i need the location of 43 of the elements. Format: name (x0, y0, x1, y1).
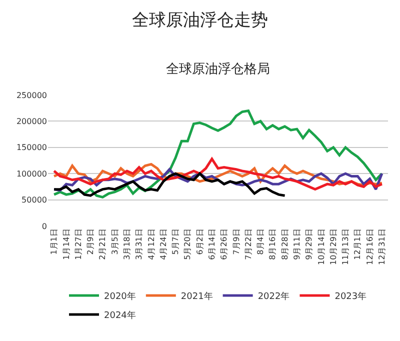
x-tick-label: 3月18日 (122, 228, 132, 260)
x-tick-label: 4月12日 (146, 228, 156, 260)
y-tick-label: 200000 (16, 117, 47, 126)
x-tick-label: 12月31日 (378, 228, 387, 265)
x-tick-label: 9月11日 (292, 228, 302, 260)
x-tick-label: 1月27日 (74, 228, 83, 260)
line-series (52, 172, 286, 197)
x-tick-label: 10月14日 (316, 228, 326, 265)
x-tick-label: 5月20日 (183, 228, 192, 260)
x-tick-label: 2月9日 (86, 228, 96, 255)
x-tick-label: 1月14日 (62, 228, 71, 260)
legend-label: 2022年 (258, 291, 290, 302)
x-tick-label: 7月9日 (232, 228, 241, 255)
x-tick-label: 6月14日 (208, 228, 217, 260)
x-tick-label: 3月31日 (134, 228, 144, 260)
x-tick-label: 11月13日 (341, 228, 350, 265)
x-tick-label: 8月28日 (280, 228, 290, 260)
y-tick-label: 150000 (16, 143, 47, 152)
x-tick-label: 6月2日 (195, 228, 204, 255)
x-tick-label: 10月29日 (328, 228, 338, 265)
x-tick-label: 7月22日 (244, 228, 253, 260)
line-series (52, 158, 384, 191)
x-tick-label: 12月1日 (353, 228, 362, 260)
legend-label: 2020年 (104, 291, 136, 302)
x-tick-label: 9月29日 (304, 228, 314, 260)
x-tick-label: 8月4日 (256, 228, 266, 255)
legend-label: 2024年 (104, 310, 136, 322)
x-tick-label: 5月7日 (171, 228, 180, 255)
x-tick-label: 4月24日 (158, 228, 168, 260)
y-tick-label: 250000 (16, 90, 47, 100)
x-tick-label: 2月21日 (98, 228, 108, 260)
x-tick-label: 8月16日 (268, 228, 278, 260)
legend-label: 2023年 (334, 291, 367, 302)
chart-title: 全球原油浮仓走势 (132, 10, 268, 31)
chart-subtitle: 全球原油浮仓格局 (166, 62, 270, 77)
legend-label: 2021年 (180, 291, 213, 302)
x-tick-label: 6月26日 (220, 228, 229, 260)
x-tick-label: 12月16日 (365, 228, 374, 265)
y-tick-label: 50000 (22, 196, 47, 205)
x-tick-label: 3月5日 (110, 228, 120, 255)
y-tick-label: 0 (42, 222, 47, 231)
y-tick-label: 100000 (16, 169, 47, 178)
x-tick-label: 1月1日 (50, 228, 59, 255)
